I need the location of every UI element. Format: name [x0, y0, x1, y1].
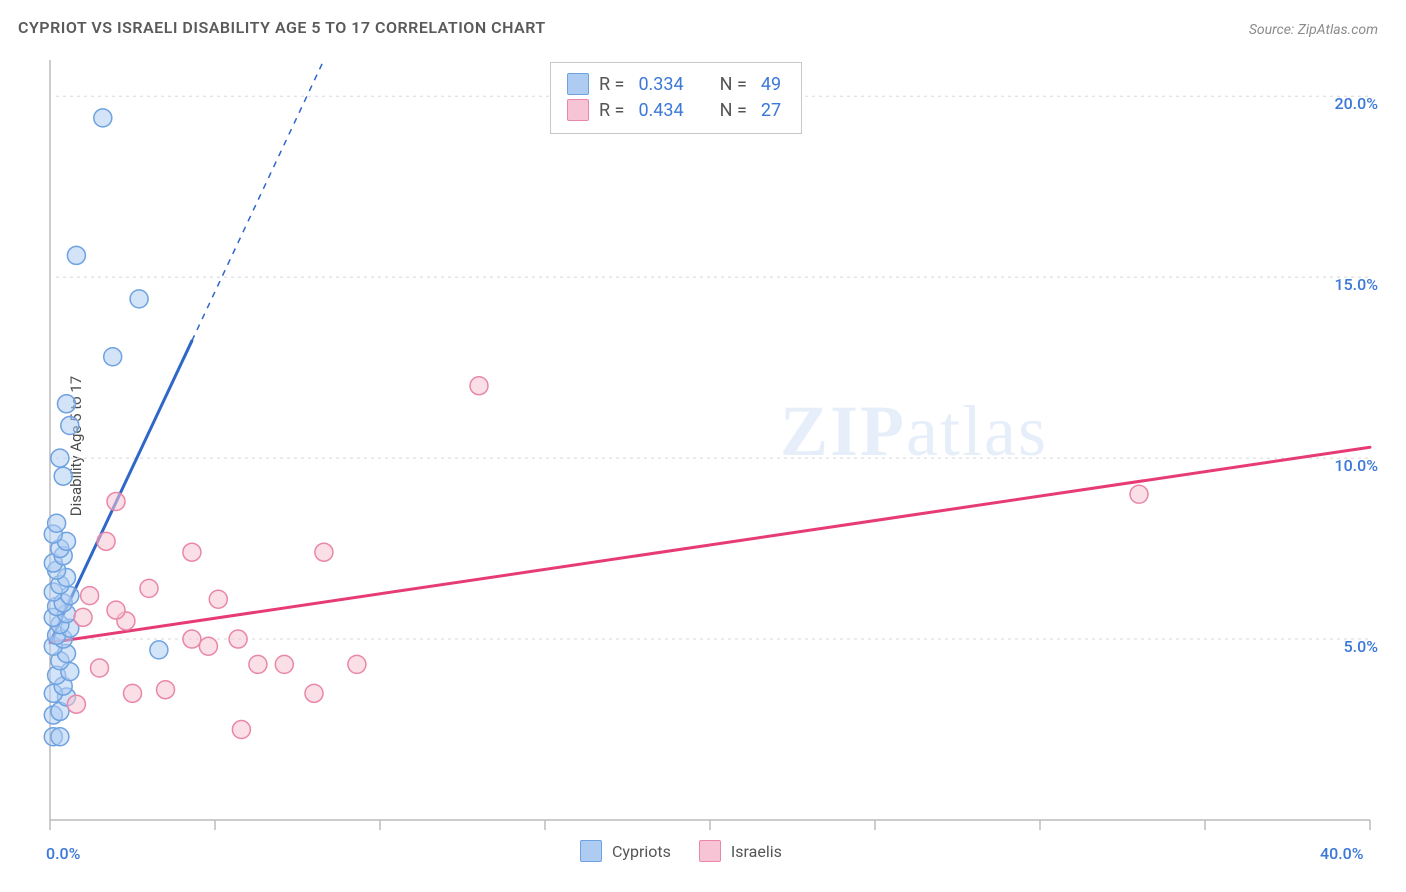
r-label-1: R = — [599, 100, 624, 121]
chart-container: { "title": "CYPRIOT VS ISRAELI DISABILIT… — [0, 0, 1406, 892]
legend-swatch-cypriots — [580, 840, 602, 862]
x-tick-max: 40.0% — [1320, 844, 1364, 863]
r-value-0: 0.334 — [638, 74, 683, 95]
x-tick-min: 0.0% — [46, 844, 80, 863]
y-tick-15: 15.0% — [1334, 275, 1378, 294]
y-tick-5: 5.0% — [1344, 637, 1378, 656]
legend-item-israelis: Israelis — [699, 840, 782, 862]
r-value-1: 0.434 — [638, 100, 683, 121]
legend-item-cypriots: Cypriots — [580, 840, 671, 862]
y-tick-20: 20.0% — [1334, 94, 1378, 113]
stats-row-cypriots: R = 0.334 N = 49 — [567, 71, 785, 97]
r-label-0: R = — [599, 74, 624, 95]
legend-swatch-israelis — [699, 840, 721, 862]
legend-label-israelis: Israelis — [731, 842, 782, 861]
y-tick-10: 10.0% — [1334, 456, 1378, 475]
correlation-stats-box: R = 0.334 N = 49 R = 0.434 N = 27 — [550, 62, 802, 134]
n-label-1: N = — [720, 100, 747, 121]
series-legend: Cypriots Israelis — [580, 840, 782, 862]
n-value-0: 49 — [761, 74, 781, 95]
swatch-israelis — [567, 99, 589, 121]
n-value-1: 27 — [761, 100, 781, 121]
swatch-cypriots — [567, 73, 589, 95]
stats-row-israelis: R = 0.434 N = 27 — [567, 97, 785, 123]
legend-label-cypriots: Cypriots — [612, 842, 671, 861]
n-label-0: N = — [720, 74, 747, 95]
